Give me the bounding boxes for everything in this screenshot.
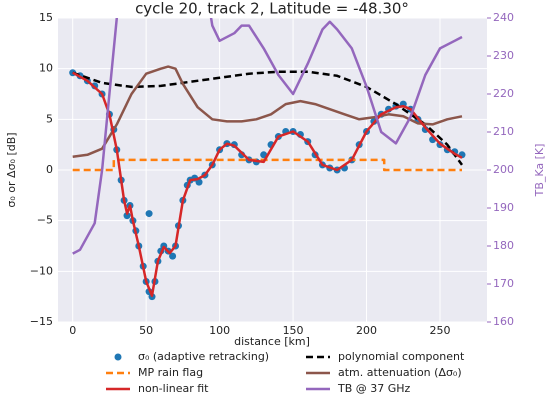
series-line [72,71,463,297]
legend-label: polynomial component [338,350,465,363]
y-tick-label: 10 [39,62,53,75]
y2-tick-label: 200 [493,163,514,176]
legend-label: atm. attenuation (Δσ₀) [338,366,462,379]
legend-label: MP rain flag [138,366,203,379]
y2-tick-label: 180 [493,239,514,252]
y2-tick-label: 210 [493,125,514,138]
legend-label: non-linear fit [138,382,209,395]
sigma0-point [145,210,153,218]
y-tick-label: −15 [30,315,53,328]
series-line [72,70,464,166]
y2-tick-label: 220 [493,87,514,100]
sigma0-point [169,252,177,260]
y-tick-label: 0 [46,163,53,176]
plot-layer [69,18,466,301]
y2-tick-label: 230 [493,49,514,62]
y-axis-label: σ₀ or Δσ₀ [dB] [5,132,18,207]
series-line [72,65,463,159]
x-tick-label: 200 [356,324,377,337]
sigma0-point [123,212,131,220]
x-axis-label: distance [km] [234,335,310,348]
x-tick-label: 150 [283,324,304,337]
sigma0-point [195,178,203,186]
x-tick-label: 0 [69,324,76,337]
x-tick-label: 100 [209,324,230,337]
x-tick-label: 250 [429,324,450,337]
x-tick-label: 50 [139,324,153,337]
y-tick-label: 15 [39,11,53,24]
y2-tick-label: 190 [493,201,514,214]
y2-tick-label: 240 [493,11,514,24]
grid [58,17,487,323]
series-line [72,158,462,172]
y2-axis-label: TB_Ka [K] [533,144,546,198]
y-tick-label: −10 [30,264,53,277]
y-tick-label: −5 [37,214,53,227]
y2-tick-label: 160 [493,315,514,328]
y2-tick-label: 170 [493,277,514,290]
legend-label: σ₀ (adaptive retracking) [138,350,269,363]
legend-label: TB @ 37 GHz [337,382,411,395]
series-line [72,18,463,255]
legend-marker [114,353,122,361]
y-tick-label: 5 [46,112,53,125]
chart-title: cycle 20, track 2, Latitude = -48.30° [135,0,409,18]
